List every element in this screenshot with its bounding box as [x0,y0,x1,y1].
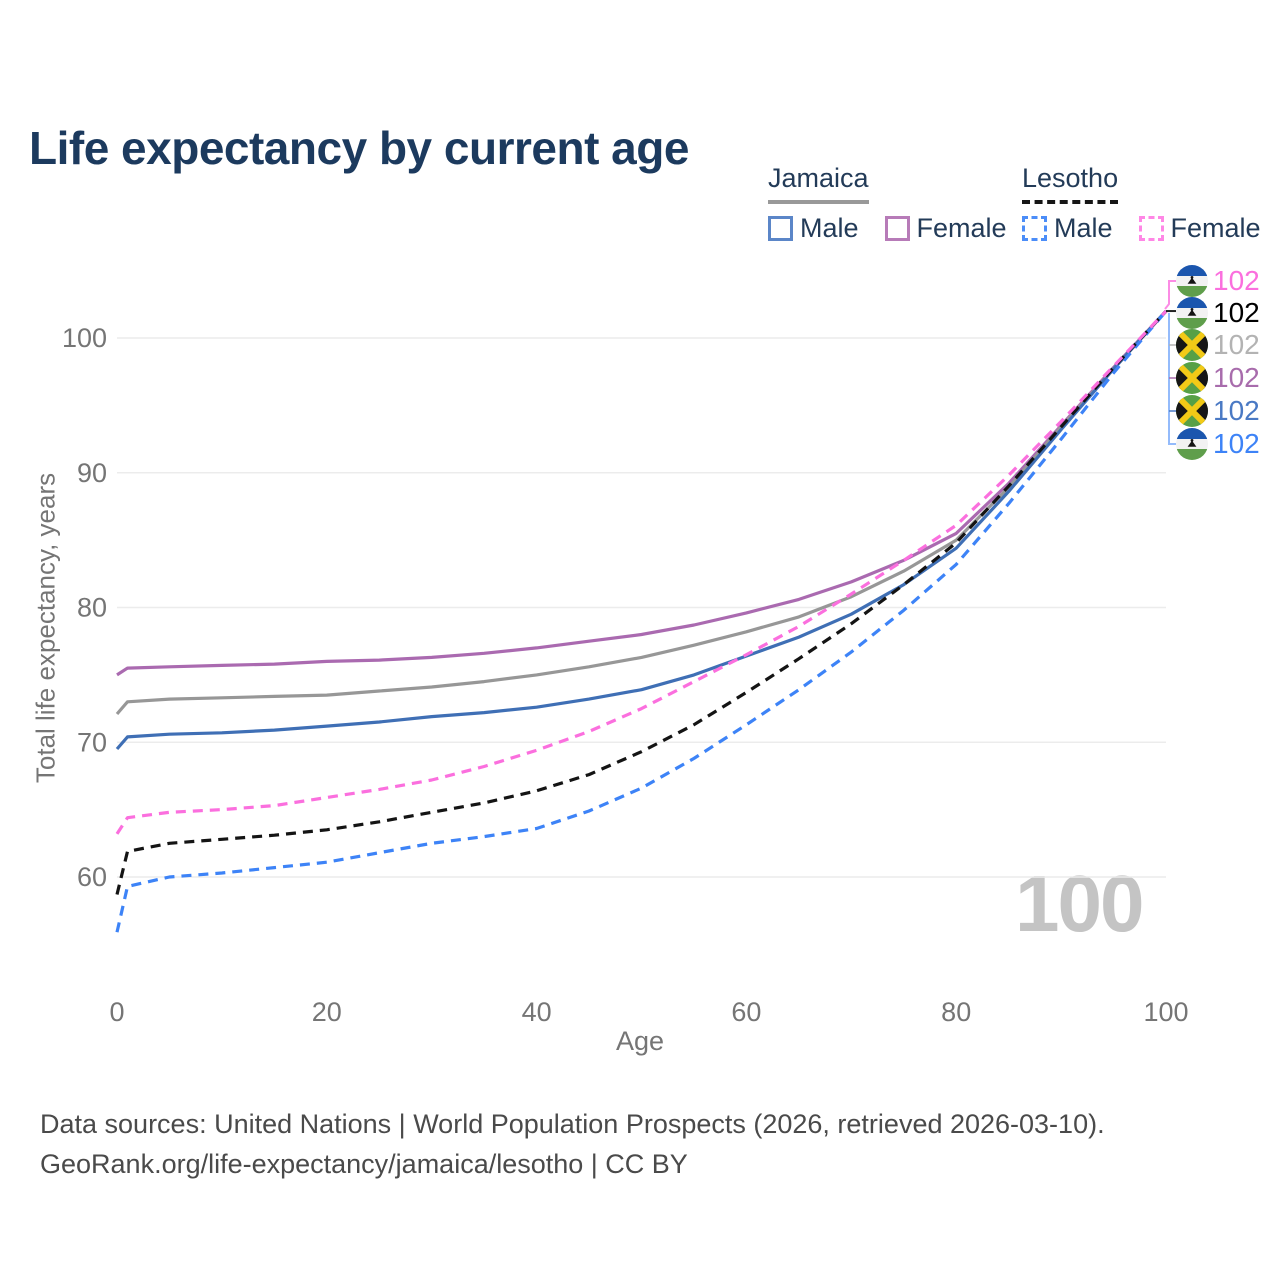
legend-country-lesotho: Lesotho [1022,163,1119,204]
legend-items-jamaica: Male Female [768,213,1007,244]
gridlines [117,337,1166,878]
lesotho-flag-icon [1176,297,1208,329]
y-tick-label: 90 [77,458,107,488]
lesotho-flag-icon [1176,428,1208,460]
legend-group-lesotho: Lesotho Male Female [1022,163,1261,244]
footer-attribution-link[interactable]: GeoRank.org/life-expectancy/jamaica/leso… [40,1149,688,1179]
axis-tick-labels: 60 70 80 90 100 0 20 40 60 80 100 [62,323,1189,1027]
legend-label-lesotho-male: Male [1054,213,1113,243]
series-line-jamaica [115,310,1168,716]
endpoint-value-label: 102 [1213,362,1260,393]
jamaica-flag-icon [1173,392,1211,430]
x-tick-label: 0 [109,997,124,1027]
legend-item-jamaica-female[interactable]: Female [884,213,1007,244]
y-tick-label: 60 [77,862,107,892]
series-line-jamaica-female [116,310,1168,677]
legend-label-lesotho-female: Female [1170,213,1261,243]
legend-group-jamaica: Jamaica Male Female [768,163,1007,244]
legend-swatch-jamaica-male [768,216,793,241]
legend-item-lesotho-female[interactable]: Female [1138,213,1261,244]
x-tick-label: 100 [1143,997,1188,1027]
series-line-lesotho-female [115,309,1168,835]
legend-item-lesotho-male[interactable]: Male [1022,213,1113,244]
endpoint-value-label: 102 [1213,395,1260,426]
leader-line-lesotho-male [1168,313,1176,445]
legend-swatch-lesotho-female [1138,216,1164,241]
y-tick-label: 80 [77,593,107,623]
legend-label-jamaica-male: Male [800,213,859,243]
x-tick-label: 60 [731,997,761,1027]
series-lines [115,309,1168,933]
series-line-lesotho-male [115,310,1168,933]
y-tick-label: 70 [77,727,107,757]
series-line-jamaica-male [115,310,1168,751]
jamaica-flag-icon [1173,326,1211,364]
endpoint-value-label: 102 [1213,329,1260,360]
endpoint-value-label: 102 [1213,265,1260,296]
legend-items-lesotho: Male Female [1022,213,1261,244]
leader-line-lesotho-female [1164,280,1176,310]
x-tick-label: 40 [522,997,552,1027]
legend-label-jamaica-female: Female [916,213,1007,243]
legend-swatch-jamaica-female [884,216,910,241]
lesotho-flag-icon [1176,265,1208,297]
endpoint-value-label: 102 [1213,297,1260,328]
series-line-lesotho [115,310,1168,895]
x-tick-label: 20 [312,997,342,1027]
legend-swatch-lesotho-male [1022,216,1047,241]
legend-country-jamaica: Jamaica [768,163,869,204]
footer: Data sources: United Nations | World Pop… [40,1104,1105,1184]
footer-data-sources: Data sources: United Nations | World Pop… [40,1109,1105,1139]
x-axis-title: Age [615,1026,665,1056]
x-tick-label: 80 [941,997,971,1027]
endpoint-value-label: 102 [1213,428,1260,459]
jamaica-flag-icon [1173,359,1211,397]
page-title: Life expectancy by current age [29,121,689,174]
legend-item-jamaica-male[interactable]: Male [768,213,859,244]
y-tick-label: 100 [62,323,107,353]
